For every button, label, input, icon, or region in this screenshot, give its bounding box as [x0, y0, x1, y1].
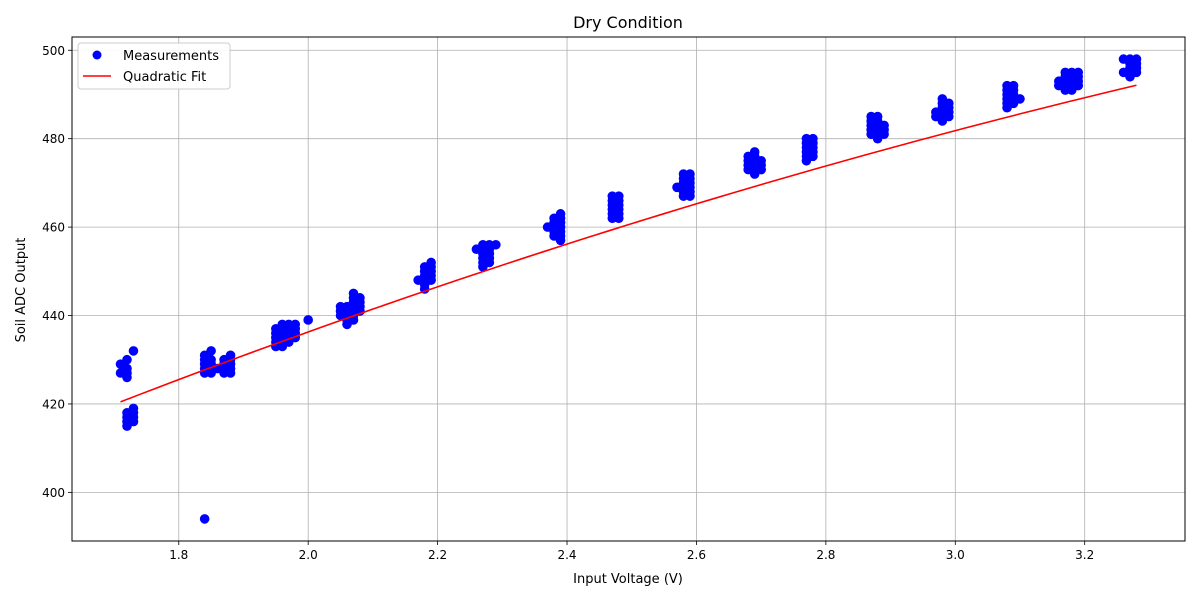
x-tick-label: 2.8 — [816, 548, 835, 562]
y-tick-label: 480 — [42, 132, 65, 146]
legend-label-quadratic-fit: Quadratic Fit — [123, 70, 206, 85]
quadratic-fit-line — [121, 85, 1137, 402]
y-tick-label: 400 — [42, 486, 65, 500]
legend-marker-measurements — [93, 51, 102, 60]
y-axis-label: Soil ADC Output — [14, 238, 29, 343]
measurement-point — [944, 112, 954, 122]
y-axis-ticks: 400 420 440 460 480 500 — [42, 44, 72, 500]
measurement-point — [879, 129, 889, 139]
chart-title: Dry Condition — [573, 13, 683, 32]
measurements-series — [116, 54, 1142, 523]
y-tick-label: 500 — [42, 44, 65, 58]
plot-frame — [72, 37, 1185, 541]
measurement-point — [756, 165, 766, 175]
measurement-point — [808, 152, 818, 162]
measurement-point — [129, 417, 139, 427]
measurement-point — [303, 315, 313, 325]
x-tick-label: 3.0 — [946, 548, 965, 562]
measurement-point — [426, 275, 436, 285]
x-axis-ticks: 1.8 2.0 2.2 2.4 2.6 2.8 3.0 3.2 — [169, 541, 1094, 562]
y-tick-label: 420 — [42, 397, 65, 411]
measurement-point — [200, 514, 210, 524]
measurement-point — [614, 213, 624, 223]
measurement-point — [556, 236, 566, 246]
measurement-point — [206, 346, 216, 356]
measurement-point — [1132, 68, 1142, 78]
measurement-point — [129, 346, 139, 356]
measurement-point — [122, 355, 132, 365]
x-tick-label: 2.6 — [687, 548, 706, 562]
legend: Measurements Quadratic Fit — [78, 43, 230, 89]
grid-lines — [72, 37, 1185, 541]
x-tick-label: 2.4 — [557, 548, 576, 562]
x-tick-label: 2.2 — [428, 548, 447, 562]
y-tick-label: 440 — [42, 309, 65, 323]
measurement-point — [226, 368, 236, 378]
measurement-point — [685, 191, 695, 201]
x-tick-label: 3.2 — [1075, 548, 1094, 562]
measurement-point — [122, 373, 132, 383]
legend-label-measurements: Measurements — [123, 49, 219, 64]
measurement-point — [1073, 81, 1083, 91]
measurement-point — [485, 258, 495, 268]
measurement-point — [1015, 94, 1025, 104]
x-tick-label: 1.8 — [169, 548, 188, 562]
quadratic-fit-series — [121, 85, 1137, 402]
x-axis-label: Input Voltage (V) — [573, 572, 683, 587]
measurement-point — [491, 240, 501, 250]
x-tick-label: 2.0 — [299, 548, 318, 562]
y-tick-label: 460 — [42, 221, 65, 235]
